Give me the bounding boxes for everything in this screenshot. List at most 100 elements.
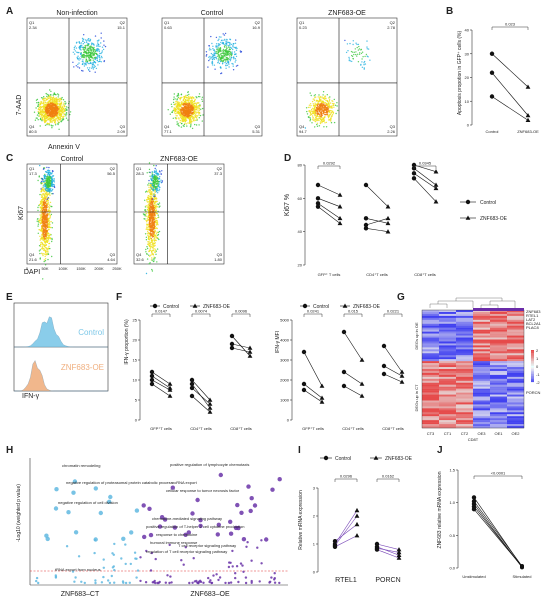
panel-c-xtick: 50K <box>41 266 48 271</box>
flow-event <box>88 57 91 60</box>
flow-event <box>174 110 176 112</box>
flow-event <box>228 49 230 51</box>
flow-event <box>48 181 50 184</box>
flow-event <box>49 214 51 217</box>
flow-event <box>79 45 81 47</box>
flow-event <box>333 103 335 105</box>
flow-event <box>157 192 159 194</box>
flow-event <box>313 112 315 114</box>
flow-event <box>308 104 311 106</box>
flow-event <box>46 200 48 202</box>
flow-event <box>222 57 224 59</box>
flow-event <box>78 57 81 59</box>
flow-event <box>235 55 238 58</box>
flow-event <box>49 112 51 114</box>
flow-event <box>175 113 177 115</box>
flow-event <box>225 40 227 42</box>
flow-event <box>60 120 62 123</box>
legend-oe: ZNF683-OE <box>203 304 231 310</box>
panel-d-y-tick-label: 60 <box>298 196 303 201</box>
flow-event <box>41 253 44 255</box>
flow-event <box>325 110 328 112</box>
flow-event <box>85 46 87 48</box>
pair-line <box>365 184 389 207</box>
flow-event <box>314 105 317 108</box>
flow-event <box>190 97 192 100</box>
flow-event <box>227 46 230 48</box>
pair-line <box>151 383 171 397</box>
flow-event <box>210 49 212 51</box>
flow-event <box>51 173 53 175</box>
flow-event <box>91 55 93 57</box>
flow-event <box>94 58 96 61</box>
flow-event <box>229 42 231 45</box>
marker-oe <box>167 381 173 386</box>
flow-event <box>52 113 54 116</box>
flow-event <box>179 101 181 104</box>
flow-event <box>316 122 319 125</box>
flow-event <box>314 96 317 98</box>
flow-event <box>187 107 190 110</box>
quadrant-q1-line: 2.34 <box>29 25 38 30</box>
flow-event <box>75 65 78 67</box>
flow-event <box>89 67 91 69</box>
flow-event <box>44 215 46 217</box>
flow-event <box>42 101 44 103</box>
flow-event <box>46 110 48 112</box>
marker-control <box>301 381 307 387</box>
flow-event <box>170 103 173 106</box>
flow-event <box>309 92 311 94</box>
flow-event <box>199 112 201 114</box>
flow-event <box>197 95 200 98</box>
flow-event <box>45 92 47 95</box>
flow-event <box>152 228 154 231</box>
flow-event <box>326 113 329 115</box>
quadrant-q4-line: 32.6 <box>136 257 145 262</box>
flow-event <box>320 113 323 116</box>
marker-control <box>341 329 347 335</box>
flow-event <box>358 48 361 50</box>
flow-event <box>97 64 99 66</box>
panel-f-left-ylabel: IFN-γ proportion (%) <box>124 319 130 365</box>
flow-event <box>179 113 182 116</box>
flow-event <box>167 109 169 111</box>
flow-event <box>40 242 42 244</box>
flow-event <box>324 106 326 109</box>
flow-event <box>180 105 182 108</box>
flow-event <box>51 125 53 127</box>
flow-event <box>316 109 318 112</box>
flow-event <box>311 108 313 111</box>
panel-b-xlabel: Control <box>486 129 499 134</box>
flow-event <box>37 119 39 121</box>
flow-event <box>187 103 189 105</box>
flow-event <box>191 113 194 115</box>
flow-event <box>319 107 321 109</box>
flow-event <box>230 47 233 49</box>
flow-event <box>40 199 43 201</box>
pair-line <box>317 184 341 196</box>
flow-event <box>76 51 78 53</box>
flow-event <box>88 51 90 54</box>
flow-event <box>232 43 234 45</box>
flow-event <box>229 38 231 40</box>
flow-event <box>50 102 52 104</box>
flow-event <box>146 226 148 229</box>
flow-event <box>50 188 52 190</box>
flow-event <box>49 210 51 212</box>
flow-event <box>94 49 96 51</box>
flow-event <box>337 109 339 112</box>
flow-event <box>155 175 157 177</box>
flow-event <box>45 179 47 182</box>
panel-letter-j: J <box>437 445 443 456</box>
flow-event <box>325 97 327 100</box>
flow-event <box>181 117 183 120</box>
flow-event <box>358 45 360 48</box>
flow-event <box>48 114 50 116</box>
flow-event <box>349 42 351 45</box>
flow-event <box>47 116 49 118</box>
flow-event <box>210 52 213 55</box>
flow-event <box>310 104 312 107</box>
flow-event <box>48 221 51 223</box>
flow-event <box>181 119 184 121</box>
panel-d-group-label: CD8⁺T cells <box>414 272 436 277</box>
